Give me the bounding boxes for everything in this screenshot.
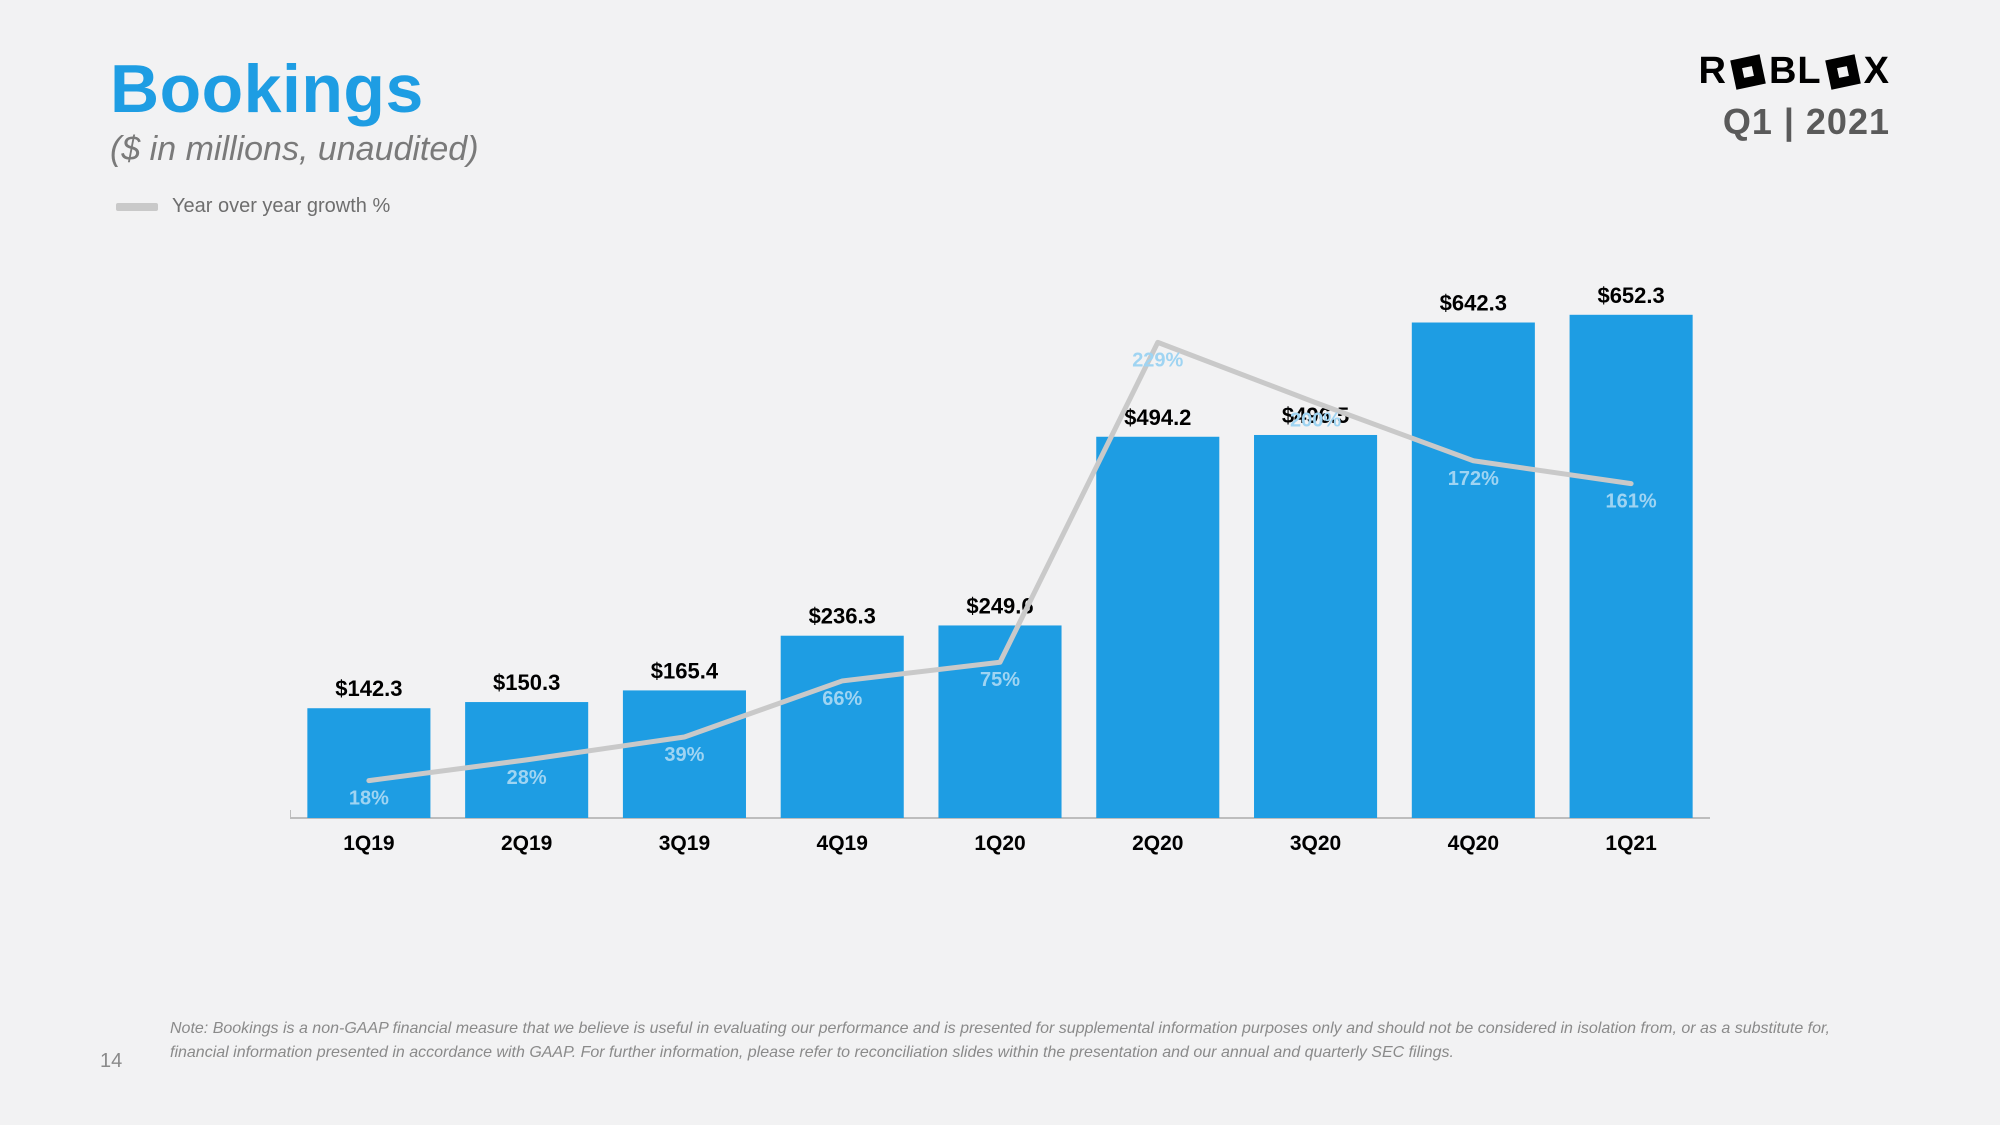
brand-block: R BL X Q1 | 2021: [1699, 50, 1890, 143]
growth-label: 161%: [1606, 491, 1657, 513]
bar: [1412, 323, 1535, 818]
growth-label: 229%: [1132, 349, 1183, 371]
bar-value-label: $494.2: [1124, 405, 1191, 430]
bar: [1570, 315, 1693, 818]
x-axis-label: 1Q20: [974, 832, 1025, 855]
x-axis-label: 4Q19: [817, 832, 868, 855]
title-block: Bookings ($ in millions, unaudited): [110, 50, 479, 169]
bar: [1254, 435, 1377, 818]
growth-label: 200%: [1290, 410, 1341, 432]
x-axis-label: 3Q20: [1290, 832, 1341, 855]
brand-letter: X: [1864, 50, 1890, 93]
bar: [938, 625, 1061, 818]
growth-label: 39%: [664, 744, 704, 766]
brand-logo: R BL X: [1699, 50, 1890, 93]
growth-label: 75%: [980, 669, 1020, 691]
growth-label: 18%: [349, 788, 389, 810]
growth-label: 28%: [507, 767, 547, 789]
page-number: 14: [100, 1050, 122, 1073]
header: Bookings ($ in millions, unaudited) R BL…: [110, 50, 1890, 169]
brand-letters: BL: [1769, 50, 1822, 93]
growth-label: 172%: [1448, 468, 1499, 490]
bar: [1096, 437, 1219, 818]
bar-value-label: $652.3: [1597, 283, 1664, 308]
bar-value-label: $142.3: [335, 676, 402, 701]
bookings-chart: $142.3 1Q19 $150.3 2Q19 $165.4 3Q19 $236.3 4Q19…: [290, 238, 1710, 878]
bar-value-label: $642.3: [1440, 291, 1507, 316]
footnote: Note: Bookings is a non-GAAP financial m…: [170, 1017, 1890, 1065]
slide: Bookings ($ in millions, unaudited) R BL…: [0, 0, 2000, 1125]
x-axis-label: 2Q19: [501, 832, 552, 855]
bar: [781, 636, 904, 818]
bar-value-label: $150.3: [493, 670, 560, 695]
brand-letter: R: [1699, 50, 1727, 93]
growth-label: 66%: [822, 688, 862, 710]
chart-svg: $142.3 1Q19 $150.3 2Q19 $165.4 3Q19 $236.3 4Q19…: [290, 238, 1710, 878]
page-title: Bookings: [110, 50, 479, 128]
x-axis-label: 4Q20: [1448, 832, 1499, 855]
legend-swatch: [116, 203, 158, 211]
report-period: Q1 | 2021: [1699, 101, 1890, 143]
x-axis-label: 2Q20: [1132, 832, 1183, 855]
bar-value-label: $165.4: [651, 658, 719, 683]
page-subtitle: ($ in millions, unaudited): [110, 130, 479, 169]
x-axis-label: 1Q21: [1605, 832, 1657, 855]
legend: Year over year growth %: [116, 195, 1890, 218]
brand-tilt-icon: [1730, 54, 1766, 90]
bar-value-label: $236.3: [809, 604, 876, 629]
legend-label: Year over year growth %: [172, 195, 390, 218]
x-axis-label: 1Q19: [343, 832, 394, 855]
brand-tilt-icon: [1825, 54, 1861, 90]
x-axis-label: 3Q19: [659, 832, 710, 855]
